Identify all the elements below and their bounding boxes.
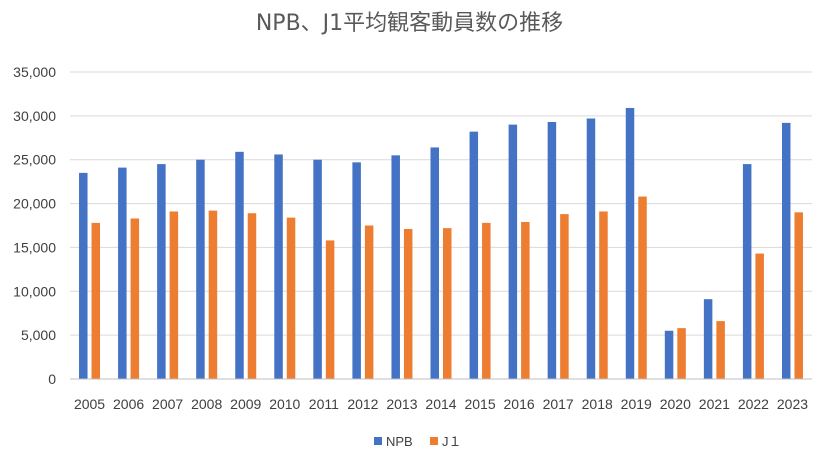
x-tick-label: 2012: [347, 396, 378, 412]
bar-npb: [547, 121, 557, 380]
bar-j1: [208, 210, 218, 379]
x-tick-label: 2022: [738, 396, 769, 412]
bar-j1: [247, 213, 257, 379]
x-tick-label: 2007: [152, 396, 183, 412]
bar-npb: [118, 167, 127, 379]
bar-npb: [664, 330, 674, 379]
y-tick-label: 15,000: [13, 239, 56, 255]
x-tick-label: 2021: [699, 396, 730, 412]
x-tick-label: 2010: [269, 396, 300, 412]
x-tick-label: 2009: [230, 396, 261, 412]
y-tick-label: 0: [48, 371, 56, 387]
y-tick-label: 30,000: [13, 108, 56, 124]
bar-npb: [430, 147, 439, 379]
x-tick-label: 2019: [621, 396, 652, 412]
bar-j1: [599, 211, 608, 379]
bar-npb: [781, 122, 791, 380]
x-axis-ticks: 2005 2006 2007 2008 2009 2010 2011 2012 2013 2014…: [74, 396, 808, 412]
x-tick-label: 2005: [74, 396, 105, 412]
x-tick-label: 2017: [543, 396, 574, 412]
bar-npb: [79, 172, 88, 379]
y-tick-label: 5,000: [21, 327, 56, 343]
x-tick-label: 2013: [386, 396, 417, 412]
bar-j1: [755, 253, 764, 379]
bar-npb: [274, 154, 283, 379]
bar-j1: [364, 225, 374, 379]
y-tick-label: 10,000: [13, 283, 56, 299]
legend: NPB J１: [374, 434, 462, 449]
bar-npb: [157, 164, 166, 379]
x-tick-label: 2011: [309, 396, 339, 412]
bar-npb: [196, 159, 205, 379]
legend-swatch: [374, 437, 382, 445]
bar-npb: [703, 299, 713, 379]
x-tick-label: 2023: [777, 396, 808, 412]
bar-j1: [443, 228, 452, 379]
chart-title: NPB、J1平均観客動員数の推移: [256, 11, 563, 36]
bar-npb: [313, 159, 322, 379]
bar-npb: [625, 107, 635, 379]
y-tick-label: 35,000: [13, 64, 56, 80]
x-tick-label: 2020: [660, 396, 691, 412]
bar-j1: [482, 222, 491, 379]
legend-label: J１: [442, 434, 462, 449]
bar-j1: [638, 196, 647, 379]
x-tick-label: 2008: [191, 396, 222, 412]
bar-j1: [521, 221, 530, 379]
bars: [79, 107, 803, 380]
bar-j1: [91, 222, 101, 379]
bar-npb: [508, 124, 518, 379]
bar-j1: [560, 214, 569, 379]
y-axis-ticks: 0 5,000 10,000 15,000 20,000 25,000 30,000 35,0…: [13, 64, 56, 387]
legend-swatch: [430, 437, 438, 445]
bar-j1: [130, 218, 140, 379]
legend-label: NPB: [386, 434, 413, 449]
bar-j1: [169, 211, 179, 379]
bar-npb: [469, 131, 479, 379]
bar-j1: [716, 321, 725, 379]
y-tick-label: 25,000: [13, 152, 56, 168]
bar-j1: [325, 240, 335, 379]
bar-j1: [794, 212, 803, 379]
x-tick-label: 2006: [113, 396, 144, 412]
y-tick-label: 20,000: [13, 196, 56, 212]
gridlines: [70, 71, 812, 336]
bar-j1: [286, 217, 296, 379]
bar-j1: [677, 328, 686, 379]
bar-npb: [586, 118, 596, 379]
bar-npb: [742, 164, 752, 379]
bar-j1: [403, 229, 413, 379]
x-tick-label: 2014: [425, 396, 456, 412]
x-tick-label: 2015: [464, 396, 495, 412]
x-tick-label: 2016: [504, 396, 535, 412]
x-tick-label: 2018: [582, 396, 613, 412]
bar-npb: [391, 155, 400, 379]
bar-npb: [235, 151, 244, 379]
bar-npb: [352, 162, 361, 379]
